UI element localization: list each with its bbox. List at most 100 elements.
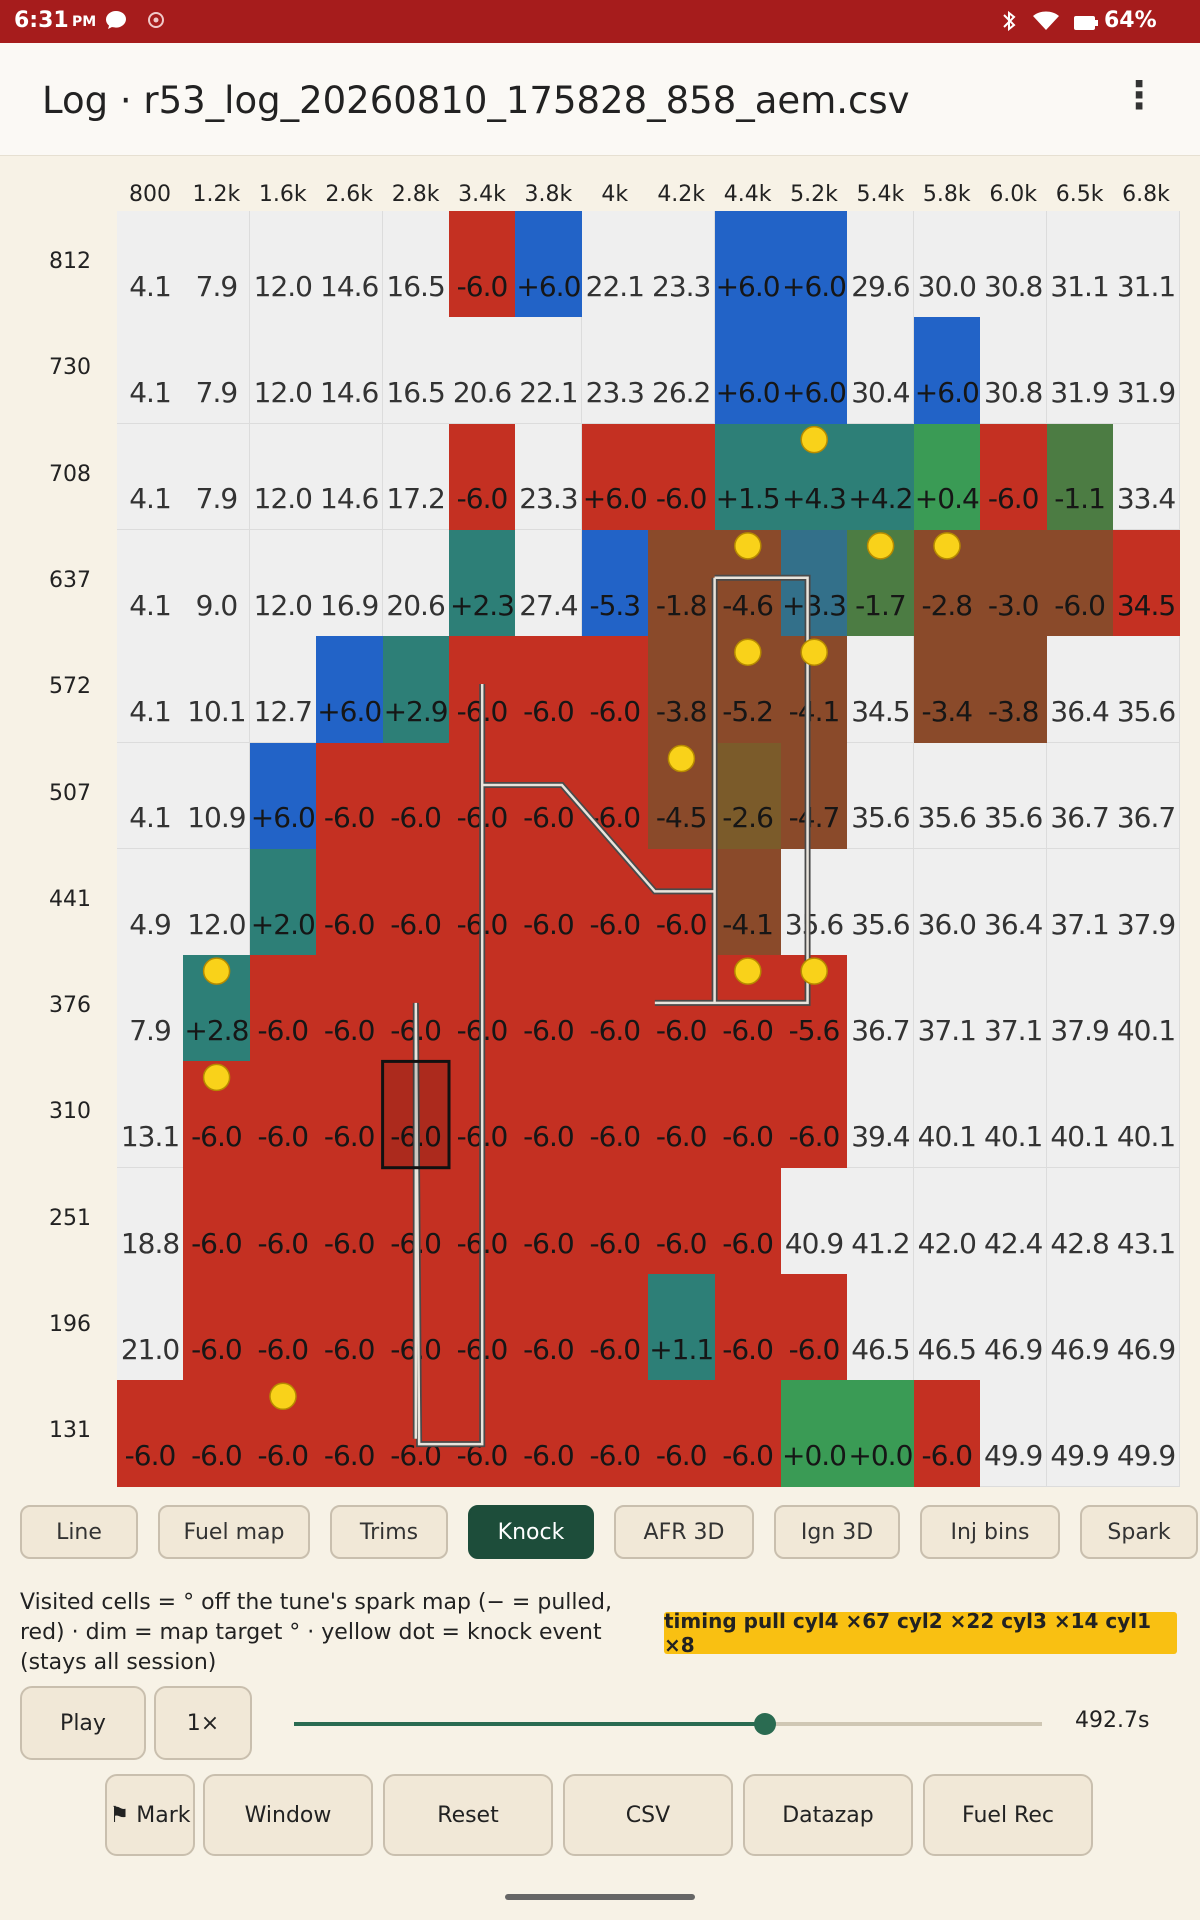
heatmap-cell[interactable]: -6.0 [316, 848, 384, 956]
heatmap-cell[interactable]: -3.8 [980, 636, 1048, 744]
heatmap-cell[interactable]: 12.0 [249, 529, 317, 637]
timeline-thumb[interactable] [754, 1713, 777, 1735]
heatmap-cell[interactable]: +2.8 [183, 955, 251, 1062]
heatmap-cell[interactable]: -6.0 [648, 1167, 716, 1275]
heatmap-cell[interactable]: -6.0 [449, 742, 516, 850]
heatmap-cell[interactable]: 13.1 [117, 1061, 184, 1169]
tab-inj-bins[interactable]: Inj bins [920, 1505, 1060, 1559]
heatmap-cell[interactable]: 46.9 [1046, 1274, 1114, 1381]
heatmap-cell[interactable]: 30.0 [913, 211, 981, 318]
heatmap-cell[interactable]: -6.0 [449, 1380, 516, 1488]
heatmap-cell[interactable]: -6.0 [581, 742, 649, 850]
heatmap-cell[interactable]: +0.0 [847, 1380, 915, 1488]
reset-button[interactable]: Reset [383, 1774, 553, 1856]
heatmap-cell[interactable]: 31.1 [1113, 211, 1180, 318]
heatmap-cell[interactable]: -6.0 [382, 848, 450, 956]
heatmap-cell[interactable]: -6.0 [449, 955, 516, 1062]
heatmap-cell[interactable]: +6.0 [581, 423, 649, 531]
heatmap-cell[interactable]: -6.0 [316, 1061, 384, 1169]
heatmap-cell[interactable]: -6.0 [714, 1167, 782, 1275]
heatmap-cell[interactable]: 23.3 [648, 211, 716, 318]
heatmap-cell[interactable]: -3.8 [648, 636, 716, 744]
timeline-slider[interactable] [294, 1713, 1042, 1735]
heatmap-cell[interactable]: 40.1 [1113, 955, 1180, 1062]
tab-knock[interactable]: Knock [468, 1505, 594, 1559]
heatmap-cell[interactable]: -6.0 [648, 955, 716, 1062]
heatmap-cell[interactable]: 22.1 [581, 211, 649, 318]
heatmap-cell[interactable]: -6.0 [714, 1380, 782, 1488]
heatmap-cell[interactable]: -4.6 [714, 529, 782, 637]
heatmap-cell[interactable]: +0.4 [913, 423, 981, 531]
heatmap-cell[interactable]: -6.0 [581, 1167, 649, 1275]
heatmap-cell[interactable]: -6.0 [1046, 529, 1114, 637]
heatmap-cell[interactable]: -6.0 [183, 1167, 251, 1275]
heatmap-cell[interactable]: 35.6 [980, 742, 1048, 850]
heatmap-cell[interactable]: 40.1 [980, 1061, 1048, 1169]
play-button[interactable]: Play [20, 1686, 146, 1760]
heatmap-cell[interactable]: 23.3 [515, 423, 583, 531]
heatmap-cell[interactable]: +6.0 [515, 211, 583, 318]
heatmap-cell[interactable]: 4.1 [117, 636, 184, 744]
heatmap-cell[interactable]: -4.1 [714, 848, 782, 956]
heatmap-cell[interactable]: 42.8 [1046, 1167, 1114, 1275]
heatmap-cell[interactable]: -6.0 [249, 1061, 317, 1169]
heatmap-cell[interactable]: 37.1 [1046, 848, 1114, 956]
heatmap-cell[interactable]: -6.0 [515, 1380, 583, 1488]
heatmap-cell[interactable]: 49.9 [980, 1380, 1048, 1488]
heatmap-cell[interactable]: -6.0 [316, 742, 384, 850]
heatmap-cell[interactable]: 23.3 [581, 317, 649, 425]
heatmap-cell[interactable]: 16.9 [316, 529, 384, 637]
heatmap-cell[interactable]: -6.0 [249, 955, 317, 1062]
heatmap-cell[interactable]: 7.9 [183, 423, 251, 531]
heatmap-cell[interactable]: +6.0 [781, 211, 848, 318]
heatmap-cell[interactable]: 42.0 [913, 1167, 981, 1275]
heatmap-cell[interactable]: 16.5 [382, 317, 450, 425]
heatmap-cell[interactable]: -4.5 [648, 742, 716, 850]
heatmap-cell[interactable]: +6.0 [714, 211, 782, 318]
heatmap-cell[interactable]: 31.9 [1046, 317, 1114, 425]
heatmap-cell[interactable]: -6.0 [581, 1274, 649, 1381]
heatmap-cell[interactable]: 7.9 [117, 955, 184, 1062]
heatmap-cell[interactable]: +6.0 [714, 317, 782, 425]
heatmap-cell[interactable]: 31.9 [1113, 317, 1180, 425]
heatmap-cell[interactable]: 35.6 [913, 742, 981, 850]
heatmap-cell[interactable]: -6.0 [249, 1167, 317, 1275]
heatmap-cell[interactable]: -6.0 [449, 1167, 516, 1275]
heatmap-cell[interactable]: 39.4 [847, 1061, 915, 1169]
heatmap-cell[interactable]: -4.7 [781, 742, 848, 850]
heatmap-cell[interactable]: 14.6 [316, 211, 384, 318]
heatmap-cell[interactable]: -6.0 [382, 742, 450, 850]
heatmap-cell[interactable]: +1.5 [714, 423, 782, 531]
heatmap-cell[interactable]: 12.0 [249, 317, 317, 425]
heatmap-cell[interactable]: 31.1 [1046, 211, 1114, 318]
heatmap-cell[interactable]: 20.6 [449, 317, 516, 425]
heatmap-cell[interactable]: -6.0 [449, 1274, 516, 1381]
heatmap-cell[interactable]: 4.1 [117, 423, 184, 531]
heatmap-cell[interactable]: -6.0 [449, 848, 516, 956]
heatmap-cell[interactable]: 12.0 [183, 848, 251, 956]
heatmap-cell[interactable]: +3.3 [781, 529, 848, 637]
heatmap-cell[interactable]: +6.0 [249, 742, 317, 850]
heatmap-cell[interactable]: 40.1 [913, 1061, 981, 1169]
heatmap-cell[interactable]: -6.0 [316, 1274, 384, 1381]
heatmap-cell[interactable]: -6.0 [581, 1380, 649, 1488]
heatmap-cell[interactable]: 12.0 [249, 211, 317, 318]
heatmap-cell[interactable]: -6.0 [382, 1274, 450, 1381]
heatmap-cell[interactable]: 35.6 [781, 848, 848, 956]
heatmap-cell[interactable]: 16.5 [382, 211, 450, 318]
heatmap-cell[interactable]: 4.1 [117, 211, 184, 318]
heatmap-cell[interactable]: -6.0 [183, 1061, 251, 1169]
heatmap-cell[interactable]: -3.0 [980, 529, 1048, 637]
heatmap-cell[interactable]: 7.9 [183, 317, 251, 425]
heatmap-cell[interactable]: -6.0 [515, 1167, 583, 1275]
heatmap-cell[interactable]: 36.4 [980, 848, 1048, 956]
heatmap-cell[interactable]: 17.2 [382, 423, 450, 531]
heatmap-cell[interactable]: -6.0 [714, 1274, 782, 1381]
heatmap-cell[interactable]: -6.0 [449, 423, 516, 531]
heatmap-cell[interactable]: -6.0 [515, 848, 583, 956]
heatmap-cell[interactable]: +1.1 [648, 1274, 716, 1381]
heatmap-cell[interactable]: 26.2 [648, 317, 716, 425]
heatmap-cell[interactable]: -6.0 [714, 955, 782, 1062]
heatmap-cell[interactable]: +6.0 [781, 317, 848, 425]
heatmap-cell[interactable]: +6.0 [316, 636, 384, 744]
